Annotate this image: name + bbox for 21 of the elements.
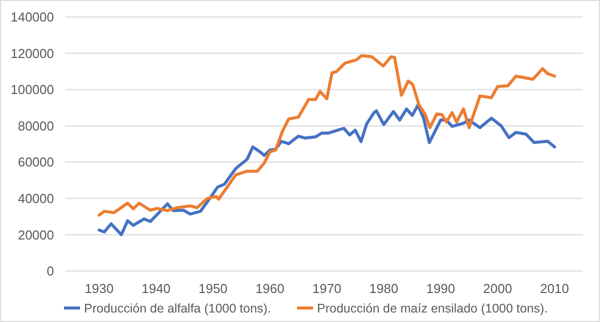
y-tick-label: 120000 [10, 46, 54, 61]
legend-label: Producción de maíz ensilado (1000 tons). [317, 301, 548, 316]
y-tick-label: 100000 [10, 82, 54, 98]
y-tick-label: 40000 [18, 190, 54, 206]
x-tick-label: 1960 [255, 281, 284, 296]
x-tick-label: 1940 [142, 281, 171, 296]
x-tick-label: 1930 [84, 281, 114, 296]
y-tick-label: 20000 [18, 227, 54, 242]
x-tick-label: 1950 [198, 281, 228, 296]
x-tick-label: 1980 [369, 281, 398, 296]
y-tick-label: 80000 [18, 118, 54, 134]
y-tick-label: 0 [46, 264, 54, 279]
y-tick-label: 140000 [10, 10, 54, 25]
x-tick-label: 2010 [540, 281, 569, 296]
x-tick-label: 1970 [312, 281, 342, 296]
x-tick-label: 1990 [426, 281, 456, 296]
line-series [98, 104, 556, 236]
legend-label: Producción de alfalfa (1000 tons). [84, 301, 271, 316]
line-series [98, 54, 556, 217]
y-tick-label: 60000 [18, 154, 54, 170]
x-tick-label: 2000 [483, 281, 512, 296]
